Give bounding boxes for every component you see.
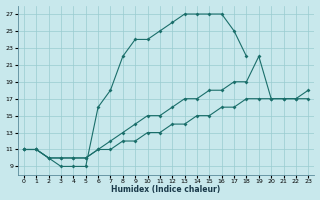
X-axis label: Humidex (Indice chaleur): Humidex (Indice chaleur) [111,185,221,194]
